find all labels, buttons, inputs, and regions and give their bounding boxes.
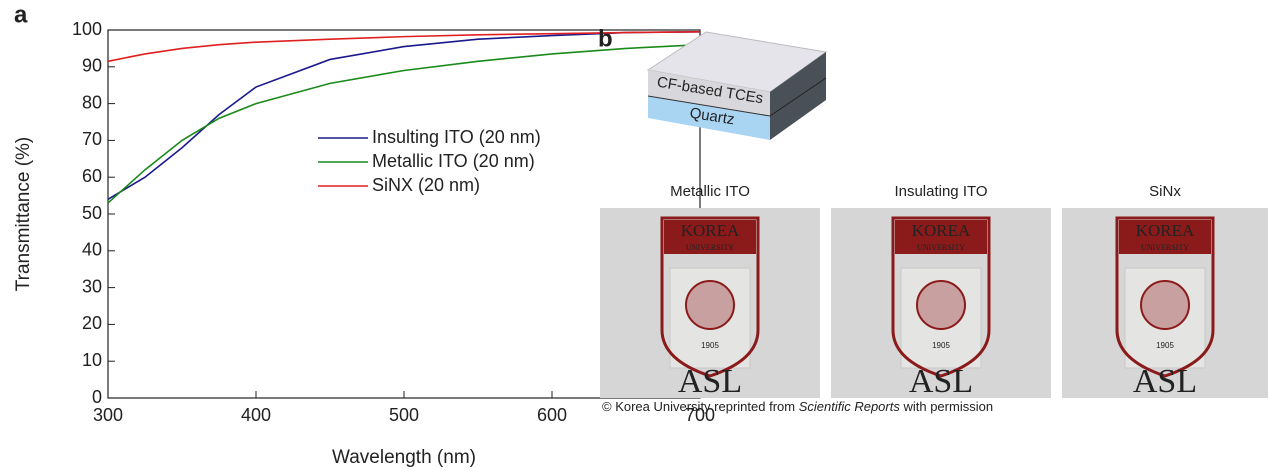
- series-line: [107, 43, 701, 204]
- photo-label: Insulating ITO: [894, 183, 987, 200]
- legend-label: SiNX (20 nm): [372, 175, 480, 195]
- layer-edge: [769, 77, 827, 117]
- caption-part: with permission: [900, 399, 993, 414]
- logo-text: ASL: [1133, 363, 1197, 400]
- logo-text: KOREA: [681, 221, 740, 240]
- tiger: [685, 280, 735, 330]
- x-tick-label: 500: [389, 405, 419, 425]
- banner: [1119, 220, 1211, 254]
- panel-label: a: [14, 1, 28, 28]
- y-tick-label: 20: [82, 313, 102, 333]
- logo-text: UNIVERSITY: [686, 243, 734, 252]
- logo-text: 1905: [932, 341, 950, 350]
- y-tick-label: 70: [82, 129, 102, 149]
- y-tick-label: 10: [82, 350, 102, 370]
- tiger: [1140, 280, 1190, 330]
- caption-part: Scientific Reports: [799, 399, 901, 414]
- y-axis-title: Transmittance (%): [13, 137, 34, 292]
- layer-edge: [647, 95, 771, 117]
- y-tick-label: 60: [82, 166, 102, 186]
- x-tick-label: 400: [241, 405, 271, 425]
- photos: Metallic ITO KOREA UNIVERSITY 1905 ASL Insula…: [600, 183, 1268, 400]
- banner: [895, 220, 987, 254]
- y-tick-label: 100: [72, 19, 102, 39]
- photo-label: Metallic ITO: [670, 183, 750, 200]
- logo-text: UNIVERSITY: [917, 243, 965, 252]
- shield: [1115, 216, 1215, 378]
- film-layer: [648, 70, 770, 116]
- logo-text: UNIVERSITY: [1141, 243, 1189, 252]
- photo-label: SiNx: [1149, 183, 1181, 200]
- logo-text: ASL: [909, 363, 973, 400]
- logo-text: KOREA: [912, 221, 971, 240]
- series-line: [107, 31, 701, 63]
- legend-label: Insulting ITO (20 nm): [372, 127, 541, 147]
- logo-text: 1905: [1156, 341, 1174, 350]
- banner: [664, 220, 756, 254]
- y-tick-label: 50: [82, 203, 102, 223]
- y-tick-label: 0: [92, 387, 102, 407]
- x-axis-title: Wavelength (nm): [332, 447, 476, 468]
- y-tick-label: 80: [82, 92, 102, 112]
- x-tick-label: 700: [685, 405, 715, 425]
- y-tick-label: 90: [82, 56, 102, 76]
- panel-label: b: [598, 25, 613, 52]
- layer-label: Quartz: [689, 105, 736, 129]
- logo-text: KOREA: [1136, 221, 1195, 240]
- logo-text: ASL: [678, 363, 742, 400]
- side-face: [770, 52, 826, 140]
- logo-text: 1905: [701, 341, 719, 350]
- caption: © Korea University reprinted from Scient…: [602, 399, 993, 414]
- layer-diagram: CF-based TCEs Quartz: [646, 31, 828, 140]
- x-tick-label: 300: [93, 405, 123, 425]
- y-tick-label: 30: [82, 276, 102, 296]
- x-tick-label: 600: [537, 405, 567, 425]
- y-tick-label: 40: [82, 240, 102, 260]
- tiger: [916, 280, 966, 330]
- shield: [660, 216, 760, 378]
- shield: [891, 216, 991, 378]
- plot: 0 10 20 30 40 50 60 70 80 90 100 300 400 500 600 700 Ins…: [72, 19, 715, 425]
- series-line: [107, 31, 701, 200]
- legend-label: Metallic ITO (20 nm): [372, 151, 535, 171]
- caption-part: © Korea University reprinted from: [602, 399, 799, 414]
- quartz-layer: [648, 96, 770, 140]
